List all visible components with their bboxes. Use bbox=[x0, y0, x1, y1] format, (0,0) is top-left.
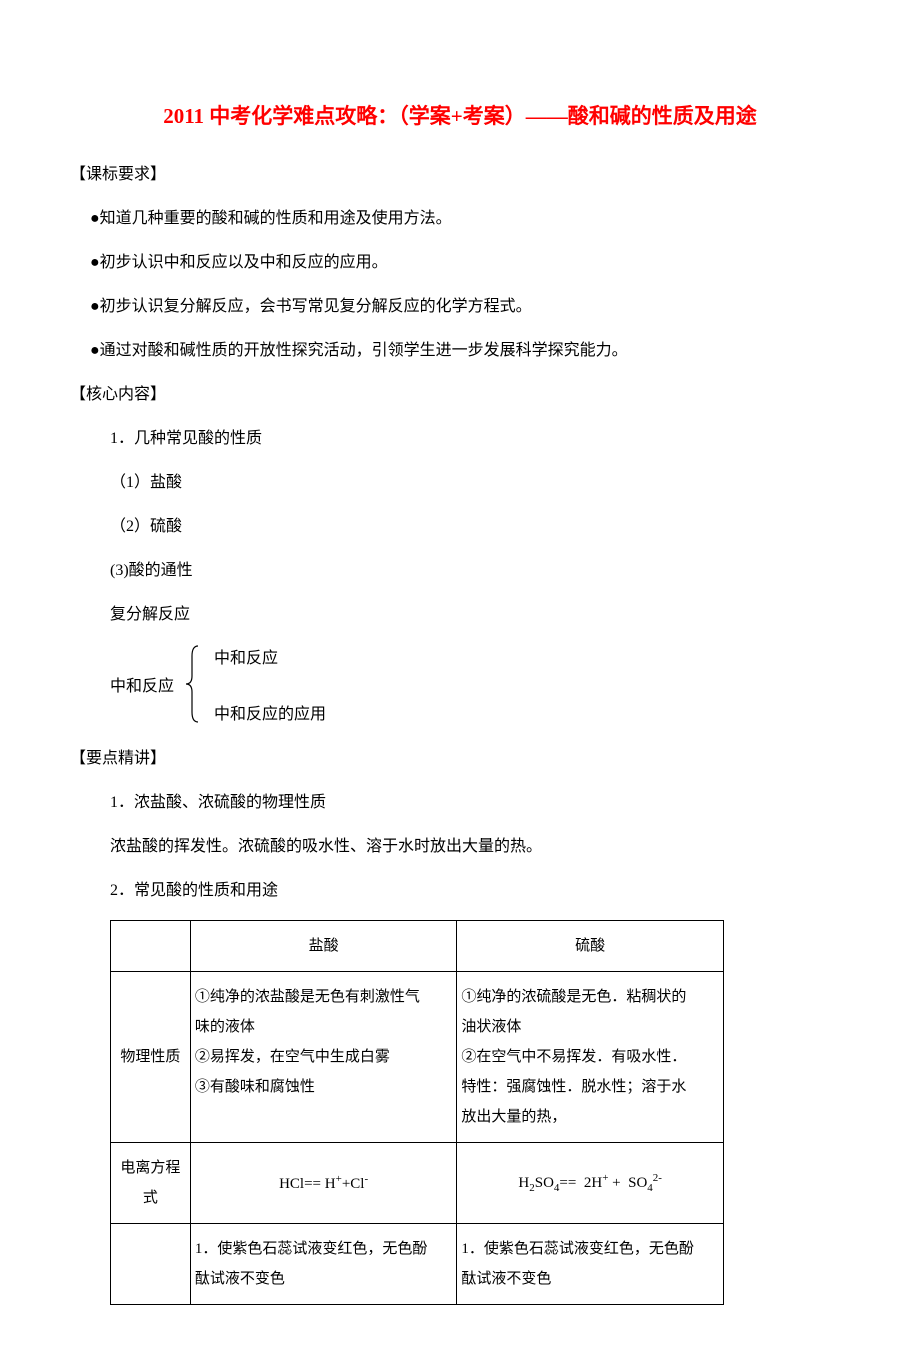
indicator-h2so4: 1．使紫色石蕊试液变红色，无色酚 酞试液不变色 bbox=[457, 1224, 724, 1305]
kebiao-item-2: ●初步认识中和反应以及中和反应的应用。 bbox=[70, 248, 850, 272]
ionization-h2so4: H2SO4== 2H+ + SO42- bbox=[457, 1143, 724, 1224]
table-header-hcl: 盐酸 bbox=[190, 921, 457, 972]
kebiao-header: 【课标要求】 bbox=[70, 160, 850, 184]
kebiao-item-3: ●初步认识复分解反应，会书写常见复分解反应的化学方程式。 bbox=[70, 292, 850, 316]
physical-h2so4-line5: 放出大量的热， bbox=[461, 1109, 566, 1125]
physical-h2so4-line2: 油状液体 bbox=[461, 1019, 521, 1035]
table-header-h2so4: 硫酸 bbox=[457, 921, 724, 972]
curly-brace-icon bbox=[184, 644, 204, 724]
yaodian-item-1: 1．浓盐酸、浓硫酸的物理性质 bbox=[70, 788, 850, 812]
hexin-sub-4: 复分解反应 bbox=[70, 600, 850, 624]
hexin-item-1: 1．几种常见酸的性质 bbox=[70, 424, 850, 448]
hexin-sub-3: (3)酸的通性 bbox=[70, 556, 850, 580]
physical-hcl-line4: ③有酸味和腐蚀性 bbox=[195, 1079, 315, 1095]
physical-h2so4: ①纯净的浓硫酸是无色．粘稠状的 油状液体 ②在空气中不易挥发．有吸水性． 特性：… bbox=[457, 972, 724, 1143]
yaodian-header: 【要点精讲】 bbox=[70, 744, 850, 768]
hexin-sub-2: （2）硫酸 bbox=[70, 512, 850, 536]
hexin-sub-1: （1）盐酸 bbox=[70, 468, 850, 492]
indicator-hcl-line1: 1．使紫色石蕊试液变红色，无色酚 bbox=[195, 1241, 428, 1257]
indicator-hcl: 1．使紫色石蕊试液变红色，无色酚 酞试液不变色 bbox=[190, 1224, 457, 1305]
table-header-empty bbox=[111, 921, 191, 972]
physical-hcl: ①纯净的浓盐酸是无色有刺激性气 味的液体 ②易挥发，在空气中生成白雾 ③有酸味和… bbox=[190, 972, 457, 1143]
physical-hcl-line2: 味的液体 bbox=[195, 1019, 255, 1035]
row-label-ionization: 电离方程式 bbox=[111, 1143, 191, 1224]
indicator-hcl-line2: 酞试液不变色 bbox=[195, 1271, 285, 1287]
kebiao-item-4: ●通过对酸和碱性质的开放性探究活动，引领学生进一步发展科学探究能力。 bbox=[70, 336, 850, 360]
brace-container: 中和反应 中和反应 中和反应的应用 bbox=[70, 644, 850, 724]
physical-h2so4-line3: ②在空气中不易挥发．有吸水性． bbox=[461, 1049, 686, 1065]
brace-item-1: 中和反应 bbox=[214, 644, 326, 668]
physical-hcl-line3: ②易挥发，在空气中生成白雾 bbox=[195, 1049, 390, 1065]
brace-item-2: 中和反应的应用 bbox=[214, 700, 326, 724]
table-row-ionization: 电离方程式 HCl== H++Cl- H2SO4== 2H+ + SO42- bbox=[111, 1143, 724, 1224]
physical-hcl-line1: ①纯净的浓盐酸是无色有刺激性气 bbox=[195, 989, 420, 1005]
indicator-h2so4-line1: 1．使紫色石蕊试液变红色，无色酚 bbox=[461, 1241, 694, 1257]
table-header-row: 盐酸 硫酸 bbox=[111, 921, 724, 972]
row-label-physical: 物理性质 bbox=[111, 972, 191, 1143]
table-row-indicator: 1．使紫色石蕊试液变红色，无色酚 酞试液不变色 1．使紫色石蕊试液变红色，无色酚… bbox=[111, 1224, 724, 1305]
yaodian-item-1-desc: 浓盐酸的挥发性。浓硫酸的吸水性、溶于水时放出大量的热。 bbox=[70, 832, 850, 856]
table-row-physical: 物理性质 ①纯净的浓盐酸是无色有刺激性气 味的液体 ②易挥发，在空气中生成白雾 … bbox=[111, 972, 724, 1143]
kebiao-item-1: ●知道几种重要的酸和碱的性质和用途及使用方法。 bbox=[70, 204, 850, 228]
physical-h2so4-line4: 特性：强腐蚀性．脱水性；溶于水 bbox=[461, 1079, 686, 1095]
yaodian-item-2: 2．常见酸的性质和用途 bbox=[70, 876, 850, 900]
row-label-indicator bbox=[111, 1224, 191, 1305]
physical-h2so4-line1: ①纯净的浓硫酸是无色．粘稠状的 bbox=[461, 989, 686, 1005]
acid-properties-table: 盐酸 硫酸 物理性质 ①纯净的浓盐酸是无色有刺激性气 味的液体 ②易挥发，在空气… bbox=[110, 920, 724, 1305]
brace-label: 中和反应 bbox=[110, 672, 174, 696]
brace-items: 中和反应 中和反应的应用 bbox=[214, 644, 326, 724]
indicator-h2so4-line2: 酞试液不变色 bbox=[461, 1271, 551, 1287]
hexin-header: 【核心内容】 bbox=[70, 380, 850, 404]
ionization-hcl: HCl== H++Cl- bbox=[190, 1143, 457, 1224]
page-title: 2011 中考化学难点攻略：（学案+考案）——酸和碱的性质及用途 bbox=[70, 100, 850, 130]
